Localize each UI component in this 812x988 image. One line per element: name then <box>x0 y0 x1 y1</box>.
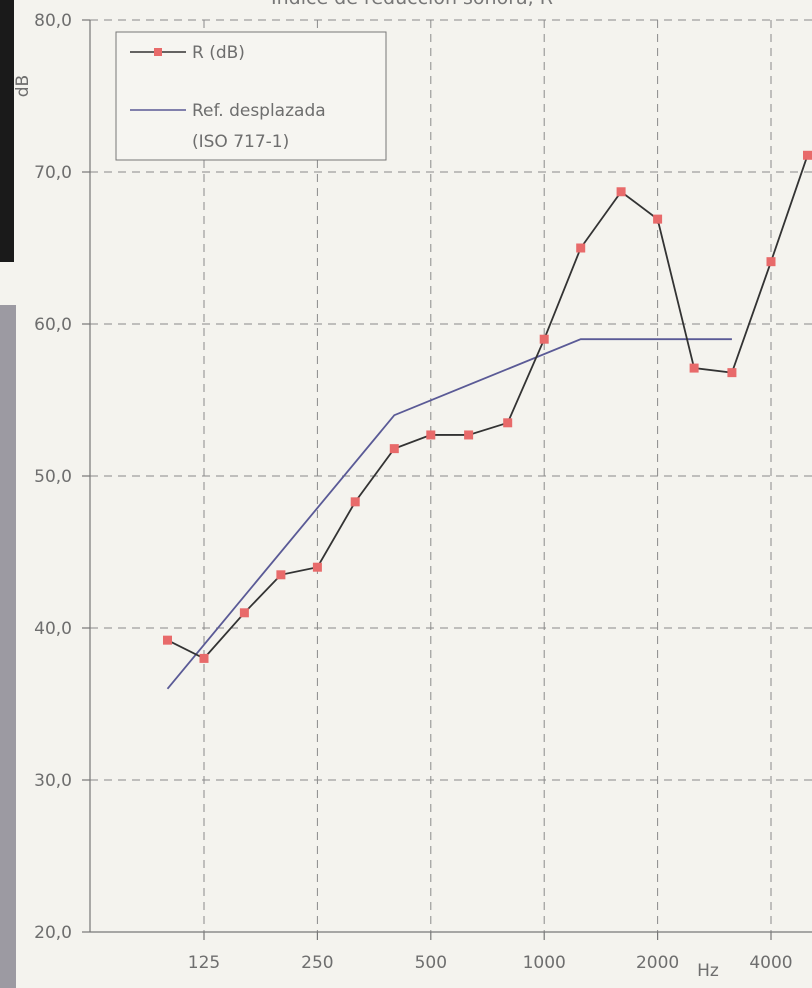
y-tick-label: 40,0 <box>34 619 72 639</box>
x-tick-label: 250 <box>301 953 333 973</box>
data-point-r <box>464 430 474 440</box>
data-point-r <box>653 214 663 224</box>
x-tick-label: 1000 <box>523 953 566 973</box>
data-point-r <box>766 257 776 267</box>
legend-label-ref-line2: (ISO 717-1) <box>192 132 289 152</box>
y-tick-label: 70,0 <box>34 163 72 183</box>
legend: R (dB) Ref. desplazada (ISO 717-1) <box>115 31 387 161</box>
legend-marker-r <box>154 48 162 56</box>
axes <box>82 19 812 940</box>
data-point-r <box>276 570 286 580</box>
x-axis-title: Hz <box>697 961 719 981</box>
gridlines <box>90 19 812 932</box>
y-tick-label: 80,0 <box>34 11 72 31</box>
data-point-r <box>727 368 737 378</box>
data-point-r <box>350 497 360 507</box>
data-point-r <box>162 635 172 645</box>
data-point-r <box>389 444 399 454</box>
data-point-r <box>312 562 322 572</box>
data-point-r <box>539 334 549 344</box>
data-point-r <box>803 150 812 160</box>
series-line-ref <box>166 338 732 690</box>
y-tick-label: 50,0 <box>34 467 72 487</box>
x-tick-label: 4000 <box>749 953 792 973</box>
y-tick-label: 30,0 <box>34 771 72 791</box>
data-point-r <box>199 653 209 663</box>
data-point-r <box>239 608 249 618</box>
y-tick-label: 20,0 <box>34 923 72 943</box>
series-layer <box>162 150 812 690</box>
y-axis-title: dB <box>13 75 33 97</box>
x-tick-label: 125 <box>188 953 220 973</box>
x-tick-labels: 125 250 500 1000 2000 4000 <box>188 953 793 973</box>
y-tick-label: 60,0 <box>34 315 72 335</box>
x-tick-label: 2000 <box>636 953 679 973</box>
series-line-r <box>167 154 809 660</box>
data-point-r <box>426 430 436 440</box>
left-edge-strip-dark <box>0 0 14 262</box>
left-edge-strip-gray <box>0 305 16 988</box>
legend-label-ref: Ref. desplazada <box>192 101 326 121</box>
data-point-r <box>616 187 626 197</box>
chart-title: Índice de reducción sonora, R <box>271 0 553 9</box>
data-point-r <box>689 363 699 373</box>
legend-label-r: R (dB) <box>192 43 245 63</box>
y-tick-labels: 20,0 30,0 40,0 50,0 60,0 70,0 80,0 <box>34 11 72 943</box>
data-point-r <box>576 243 586 253</box>
data-point-r <box>503 418 513 428</box>
x-tick-label: 500 <box>415 953 447 973</box>
